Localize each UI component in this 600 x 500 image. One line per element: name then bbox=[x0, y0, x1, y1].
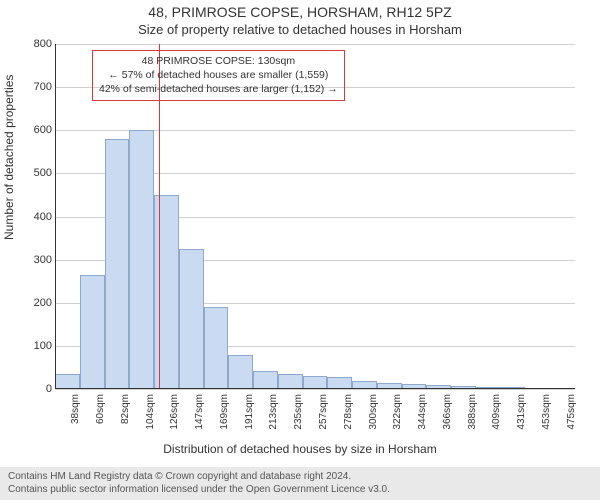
annotation-line-3: 42% of semi-detached houses are larger (… bbox=[99, 82, 338, 96]
y-tick-label: 600 bbox=[10, 124, 52, 136]
x-tick-label: 409sqm bbox=[491, 394, 502, 444]
x-tick-label: 257sqm bbox=[318, 394, 329, 444]
y-tick-label: 300 bbox=[10, 254, 52, 266]
x-tick-label: 60sqm bbox=[95, 394, 106, 444]
annotation-line-1: 48 PRIMROSE COPSE: 130sqm bbox=[99, 54, 338, 68]
gridline bbox=[55, 389, 575, 390]
x-tick-label: 344sqm bbox=[417, 394, 428, 444]
page-root: 48, PRIMROSE COPSE, HORSHAM, RH12 5PZ Si… bbox=[0, 0, 600, 500]
y-tick-label: 200 bbox=[10, 297, 52, 309]
footer: Contains HM Land Registry data © Crown c… bbox=[0, 467, 600, 500]
y-axis-line bbox=[55, 44, 56, 389]
y-tick-label: 500 bbox=[10, 167, 52, 179]
y-tick-label: 800 bbox=[10, 38, 52, 50]
x-tick-label: 147sqm bbox=[194, 394, 205, 444]
y-tick-label: 100 bbox=[10, 340, 52, 352]
x-axis-label: Distribution of detached houses by size … bbox=[0, 442, 600, 456]
x-tick-label: 431sqm bbox=[516, 394, 527, 444]
x-tick-label: 278sqm bbox=[343, 394, 354, 444]
y-tick-label: 0 bbox=[10, 383, 52, 395]
annotation-line-2: ← 57% of detached houses are smaller (1,… bbox=[99, 68, 338, 82]
x-tick-label: 169sqm bbox=[219, 394, 230, 444]
chart-title-sub: Size of property relative to detached ho… bbox=[0, 22, 600, 37]
footer-line-2: Contains public sector information licen… bbox=[8, 484, 592, 497]
x-tick-label: 388sqm bbox=[467, 394, 478, 444]
x-tick-label: 300sqm bbox=[368, 394, 379, 444]
x-tick-label: 38sqm bbox=[70, 394, 81, 444]
gridline bbox=[55, 44, 575, 45]
x-tick-label: 213sqm bbox=[268, 394, 279, 444]
x-tick-label: 453sqm bbox=[541, 394, 552, 444]
footer-line-1: Contains HM Land Registry data © Crown c… bbox=[8, 471, 592, 484]
x-axis-line bbox=[55, 388, 575, 389]
annotation-box: 48 PRIMROSE COPSE: 130sqm ← 57% of detac… bbox=[92, 50, 345, 101]
x-tick-label: 235sqm bbox=[293, 394, 304, 444]
y-tick-label: 400 bbox=[10, 211, 52, 223]
histogram-bar bbox=[204, 307, 229, 389]
x-tick-label: 82sqm bbox=[120, 394, 131, 444]
y-tick-label: 700 bbox=[10, 81, 52, 93]
x-tick-label: 475sqm bbox=[566, 394, 577, 444]
histogram-bar bbox=[278, 374, 303, 389]
histogram-bar bbox=[129, 130, 154, 389]
histogram-bar bbox=[105, 139, 130, 389]
histogram-bar bbox=[80, 275, 105, 389]
x-tick-label: 322sqm bbox=[392, 394, 403, 444]
x-tick-label: 104sqm bbox=[145, 394, 156, 444]
histogram-bar bbox=[228, 355, 253, 390]
histogram-bar bbox=[253, 371, 278, 389]
x-tick-label: 126sqm bbox=[169, 394, 180, 444]
x-tick-label: 366sqm bbox=[442, 394, 453, 444]
histogram-bar bbox=[179, 249, 204, 389]
x-tick-label: 191sqm bbox=[244, 394, 255, 444]
chart-title-main: 48, PRIMROSE COPSE, HORSHAM, RH12 5PZ bbox=[0, 4, 600, 20]
histogram-bar bbox=[55, 374, 80, 389]
